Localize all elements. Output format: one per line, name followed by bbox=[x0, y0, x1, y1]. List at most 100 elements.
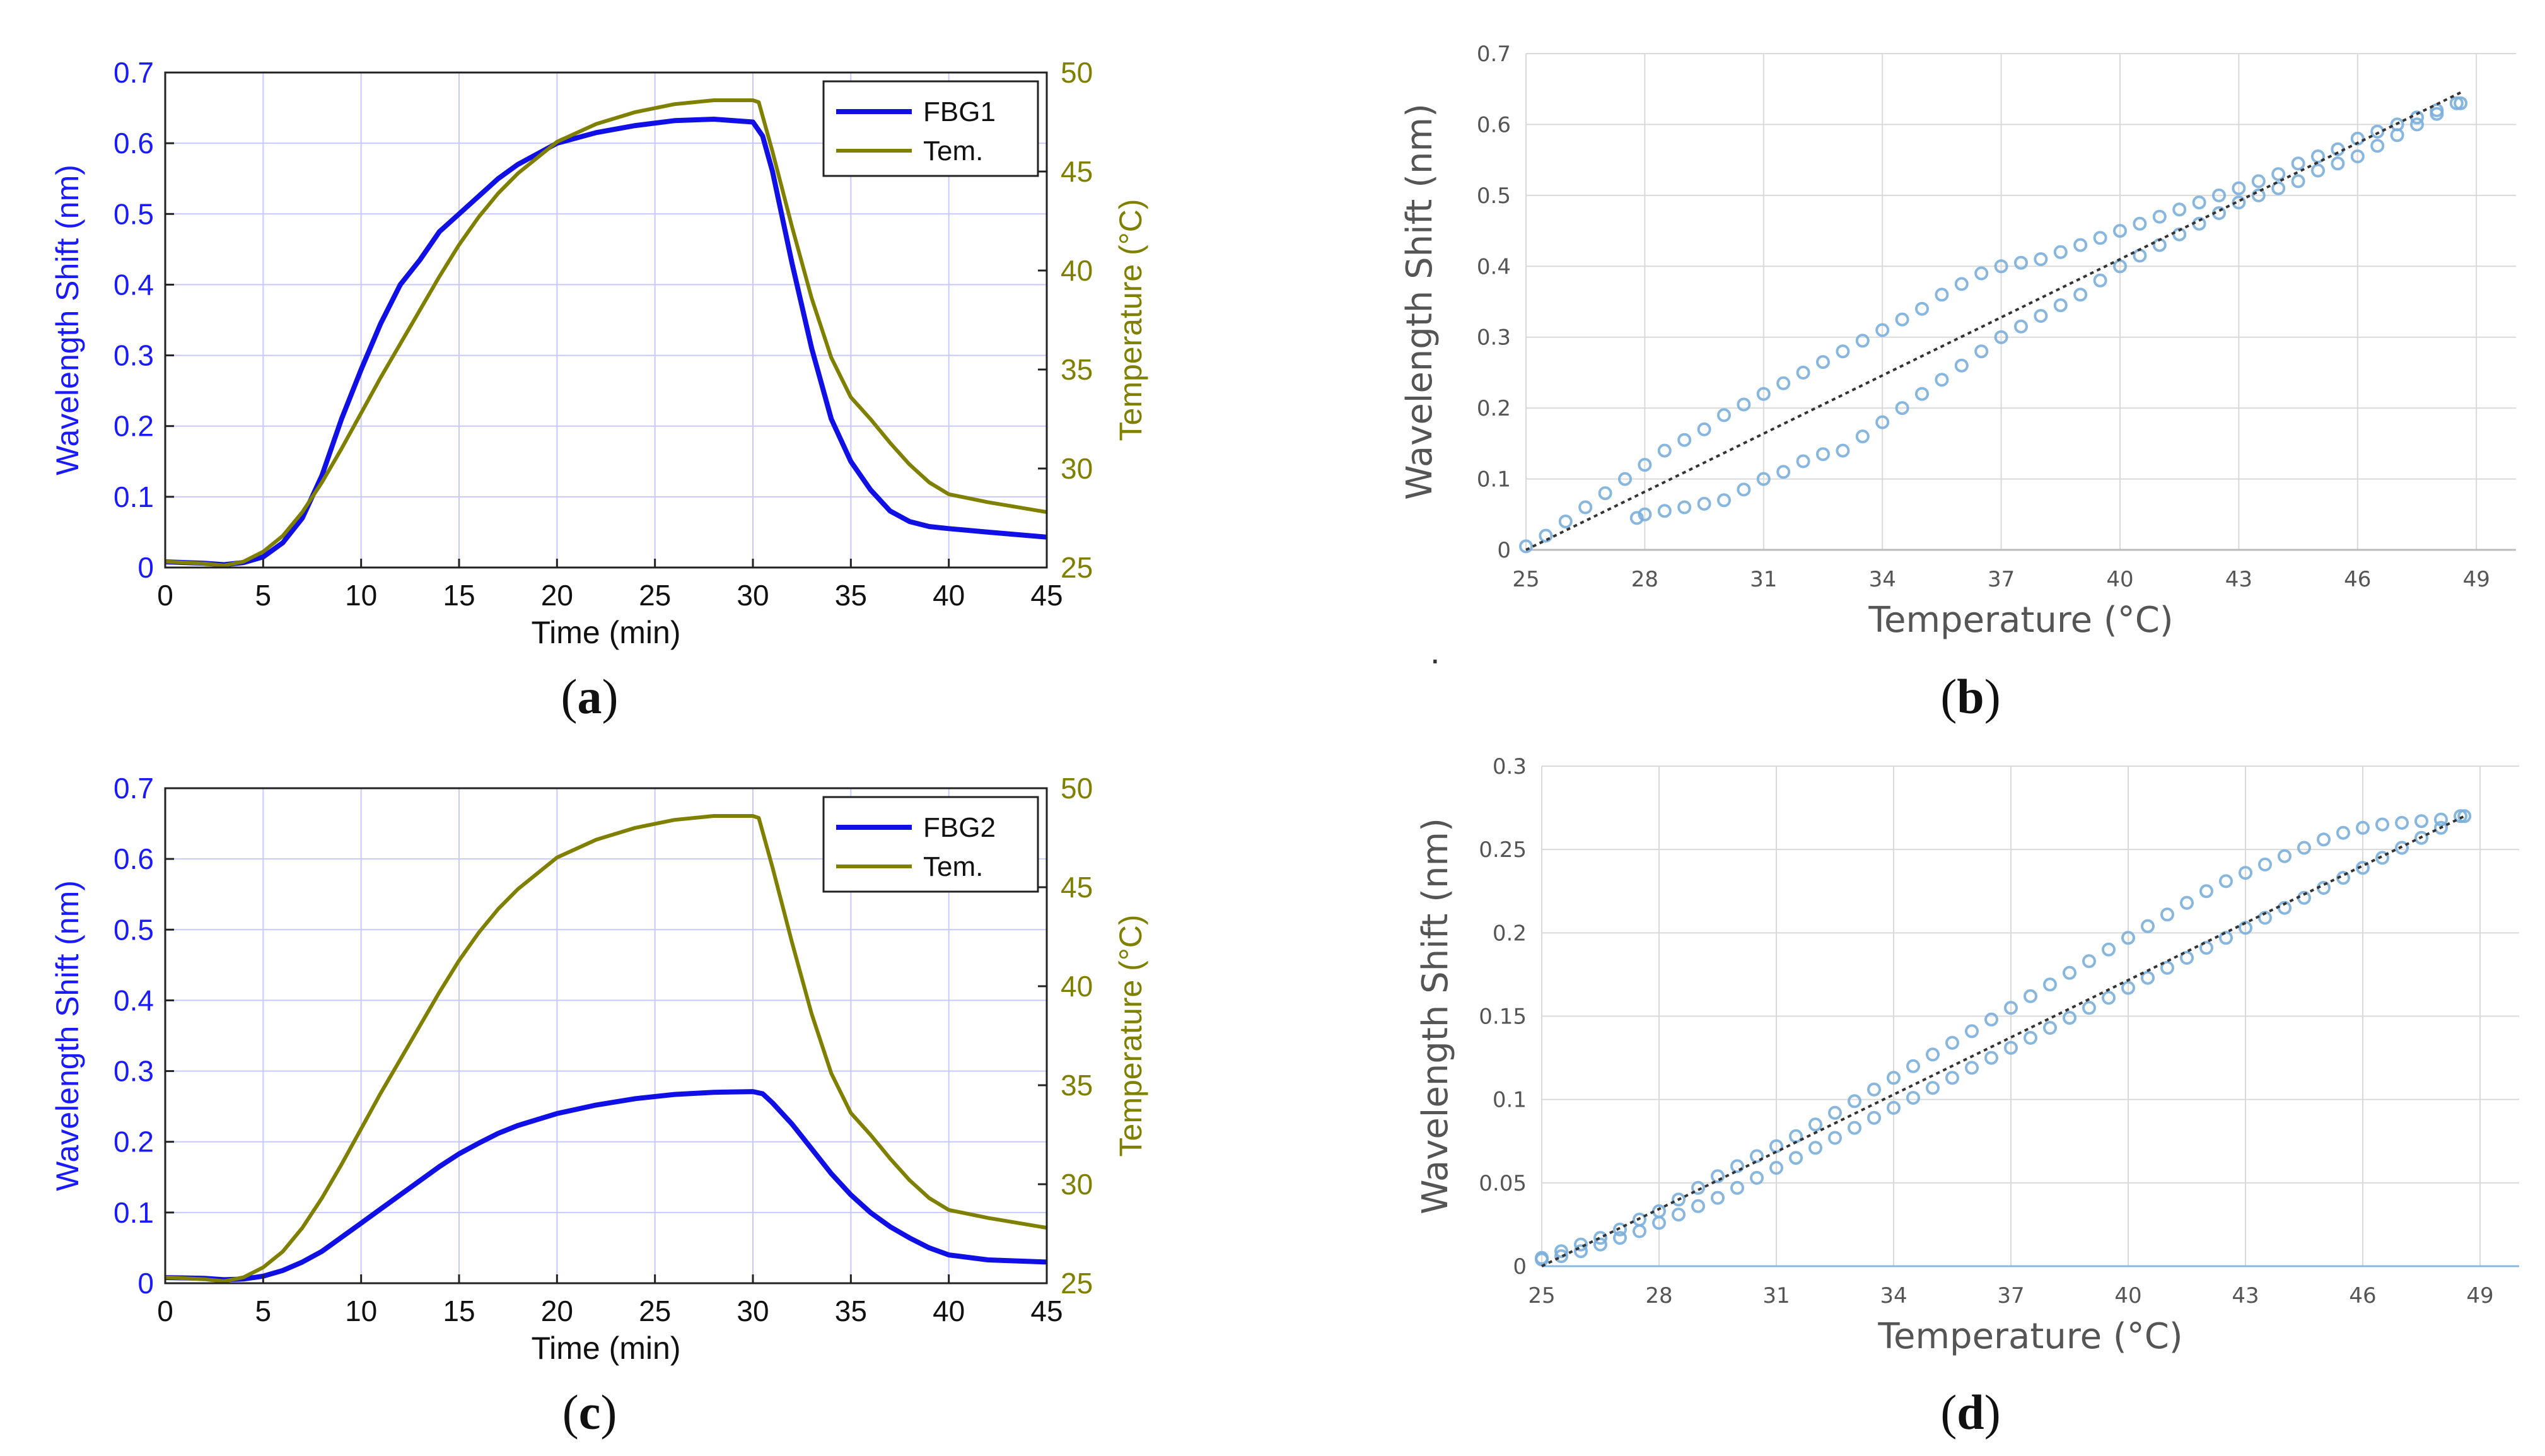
data-point-heating bbox=[1836, 344, 1850, 359]
data-point-heating bbox=[2297, 841, 2311, 855]
x-tick-label: 5 bbox=[255, 1295, 272, 1327]
data-point-heating bbox=[1717, 408, 1731, 422]
chart-b: 25 28 31 34 37 40 43 46 49 0 0.1 0.2 0.3 0.4 0.5 0.6 0.7… bbox=[1399, 42, 2516, 641]
data-point-cooling bbox=[2160, 960, 2174, 975]
data-point-heating bbox=[1808, 1117, 1822, 1132]
data-point-heating bbox=[2311, 149, 2325, 163]
data-point-heating bbox=[2180, 895, 2194, 910]
x-tick-label: 46 bbox=[2344, 567, 2371, 592]
data-point-heating bbox=[2093, 231, 2107, 245]
data-point-cooling bbox=[1945, 1071, 1959, 1085]
data-point-cooling bbox=[2141, 970, 2155, 985]
y-tick-label: 0.5 bbox=[1477, 183, 1511, 209]
data-point-heating bbox=[1848, 1094, 1861, 1109]
x-tick-label: 34 bbox=[1880, 1283, 1907, 1308]
x-tick-label: 34 bbox=[1869, 567, 1896, 592]
data-point-cooling bbox=[1717, 493, 1731, 508]
data-point-cooling bbox=[1593, 1237, 1607, 1252]
data-point-cooling bbox=[1836, 443, 1850, 458]
y-tick-label: 0.4 bbox=[1477, 254, 1511, 279]
chart-a: 0 5 10 15 20 25 30 35 40 45 0 0.1 0.2 0.3 0.4 0.5 0.6 0.7… bbox=[50, 56, 1148, 650]
data-point-heating bbox=[1895, 312, 1909, 327]
x-tick-label: 25 bbox=[1512, 567, 1539, 592]
data-point-heating bbox=[1697, 422, 1711, 436]
series-line-tem bbox=[165, 98, 1047, 568]
data-point-heating bbox=[2251, 174, 2266, 189]
data-point-cooling bbox=[2004, 1040, 2018, 1055]
data-point-heating bbox=[1711, 1169, 1725, 1184]
x-tick-label: 28 bbox=[1645, 1283, 1672, 1308]
x-axis-label: Temperature (°C) bbox=[1877, 1316, 2182, 1357]
panel-label-c: (c) bbox=[562, 1385, 617, 1440]
data-point-heating bbox=[2172, 202, 2187, 217]
y-axis-label: Wavelength Shift (nm) bbox=[50, 880, 85, 1191]
data-point-cooling bbox=[2271, 181, 2286, 195]
data-point-heating bbox=[1613, 1222, 1627, 1237]
y2-axis-label: Temperature (°C) bbox=[1113, 915, 1148, 1157]
data-point-heating bbox=[1519, 539, 1533, 554]
y-tick-label: 0.6 bbox=[114, 842, 154, 875]
data-point-cooling bbox=[1789, 1151, 1803, 1165]
data-point-heating bbox=[1638, 458, 1652, 472]
data-point-heating bbox=[1750, 1149, 1764, 1163]
x-tick-label: 20 bbox=[541, 579, 573, 612]
x-tick-label: 37 bbox=[1988, 567, 2015, 592]
y-tick-label: 0.5 bbox=[114, 197, 154, 230]
x-tick-label: 15 bbox=[443, 579, 475, 612]
data-point-cooling bbox=[1691, 1199, 1705, 1213]
legend-entry: FBG2 bbox=[923, 812, 996, 843]
data-point-heating bbox=[2291, 156, 2305, 171]
y-tick-label: 0.3 bbox=[114, 1055, 154, 1088]
data-point-cooling bbox=[1965, 1061, 1979, 1075]
data-point-cooling bbox=[2350, 149, 2365, 163]
data-point-heating bbox=[2232, 181, 2246, 195]
data-point-heating bbox=[2395, 815, 2409, 830]
data-point-cooling bbox=[2093, 273, 2107, 288]
data-point-heating bbox=[1954, 277, 1969, 291]
x-tick-label: 20 bbox=[541, 1295, 573, 1327]
y-tick-label: 0 bbox=[1513, 1254, 1527, 1279]
data-point-cooling bbox=[1554, 1249, 1568, 1264]
data-point-heating bbox=[1677, 433, 1692, 447]
data-point-cooling bbox=[1711, 1191, 1725, 1205]
x-tick-label: 49 bbox=[2466, 1283, 2493, 1308]
y-tick-label: 0.6 bbox=[114, 127, 154, 160]
data-point-heating bbox=[2160, 907, 2174, 922]
data-point-heating bbox=[1945, 1035, 1959, 1050]
data-point-heating bbox=[1906, 1059, 1920, 1073]
data-point-heating bbox=[1887, 1071, 1901, 1085]
x-tick-label: 15 bbox=[443, 1295, 475, 1327]
data-point-cooling bbox=[2454, 96, 2468, 110]
data-point-heating bbox=[2199, 884, 2213, 899]
data-point-cooling bbox=[2219, 931, 2233, 945]
y-tick-label: 0.25 bbox=[1479, 837, 1527, 863]
data-point-heating bbox=[1926, 1047, 1940, 1062]
data-point-heating bbox=[2082, 954, 2096, 969]
x-tick-label: 10 bbox=[345, 579, 377, 612]
data-point-cooling bbox=[1633, 1224, 1646, 1238]
data-point-cooling bbox=[1867, 1110, 1881, 1125]
data-point-heating bbox=[1915, 301, 1929, 316]
series-line-fbg2 bbox=[165, 1089, 1047, 1283]
data-point-heating bbox=[2278, 849, 2292, 863]
x-tick-label: 28 bbox=[1631, 567, 1658, 592]
y2-tick-label: 45 bbox=[1061, 155, 1093, 188]
data-point-cooling bbox=[1638, 507, 1652, 521]
data-point-heating bbox=[1618, 472, 1632, 486]
data-point-cooling bbox=[1629, 511, 1644, 525]
chart-d: 25 28 31 34 37 40 43 46 49 0 0.05 0.1 0.15 0.2 0.25 0.3… bbox=[1415, 754, 2519, 1357]
data-point-heating bbox=[2141, 919, 2155, 933]
x-tick-label: 49 bbox=[2463, 567, 2490, 592]
data-point-cooling bbox=[1816, 447, 1830, 462]
y2-tick-label: 50 bbox=[1061, 56, 1093, 89]
data-point-cooling bbox=[1677, 500, 1692, 515]
y-tick-label: 0.3 bbox=[1477, 325, 1511, 351]
y-tick-label: 0.7 bbox=[1477, 42, 1511, 67]
y2-tick-label: 30 bbox=[1061, 1168, 1093, 1201]
trendline bbox=[1541, 815, 2466, 1267]
data-point-cooling bbox=[2395, 841, 2409, 855]
data-point-heating bbox=[2317, 832, 2331, 847]
x-tick-label: 30 bbox=[737, 579, 769, 612]
y-tick-label: 0.7 bbox=[114, 772, 154, 805]
data-point-cooling bbox=[1906, 1091, 1920, 1105]
